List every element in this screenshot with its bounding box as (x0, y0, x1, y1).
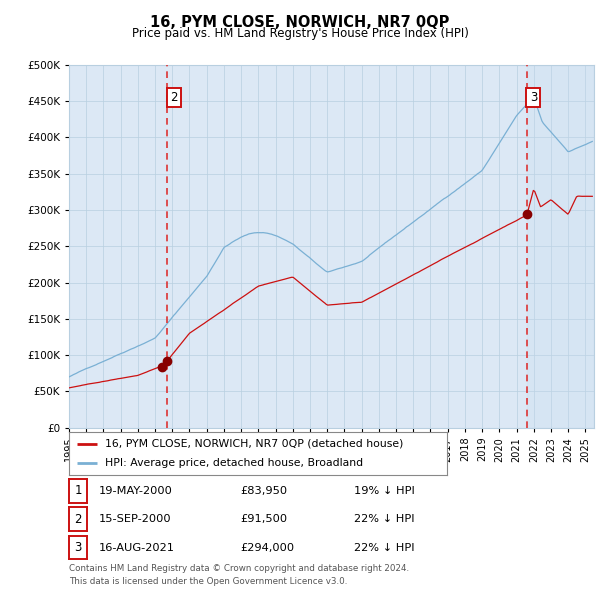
Text: 16, PYM CLOSE, NORWICH, NR7 0QP (detached house): 16, PYM CLOSE, NORWICH, NR7 0QP (detache… (105, 439, 403, 449)
Text: HPI: Average price, detached house, Broadland: HPI: Average price, detached house, Broa… (105, 458, 363, 468)
Text: £294,000: £294,000 (240, 543, 294, 552)
Text: 1: 1 (74, 484, 82, 497)
Bar (527, 65, 594, 428)
Text: 19% ↓ HPI: 19% ↓ HPI (354, 486, 415, 496)
Text: 3: 3 (530, 91, 537, 104)
Text: 16-AUG-2021: 16-AUG-2021 (99, 543, 175, 552)
Text: 16, PYM CLOSE, NORWICH, NR7 0QP: 16, PYM CLOSE, NORWICH, NR7 0QP (151, 15, 449, 30)
Text: £83,950: £83,950 (240, 486, 287, 496)
Text: 19-MAY-2000: 19-MAY-2000 (99, 486, 173, 496)
Text: Contains HM Land Registry data © Crown copyright and database right 2024.
This d: Contains HM Land Registry data © Crown c… (69, 565, 409, 586)
Text: 2: 2 (74, 513, 82, 526)
Text: 15-SEP-2000: 15-SEP-2000 (99, 514, 172, 524)
Text: 2: 2 (170, 91, 178, 104)
Text: 3: 3 (74, 541, 82, 554)
Text: 22% ↓ HPI: 22% ↓ HPI (354, 514, 415, 524)
Text: £91,500: £91,500 (240, 514, 287, 524)
Text: Price paid vs. HM Land Registry's House Price Index (HPI): Price paid vs. HM Land Registry's House … (131, 27, 469, 40)
Text: 22% ↓ HPI: 22% ↓ HPI (354, 543, 415, 552)
